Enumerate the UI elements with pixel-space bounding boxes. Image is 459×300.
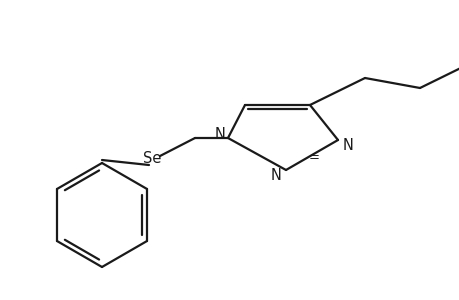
Text: N: N (214, 127, 225, 142)
Text: N: N (342, 137, 353, 152)
Text: N: N (270, 167, 281, 182)
Text: =: = (308, 152, 319, 164)
Text: Se: Se (142, 151, 161, 166)
